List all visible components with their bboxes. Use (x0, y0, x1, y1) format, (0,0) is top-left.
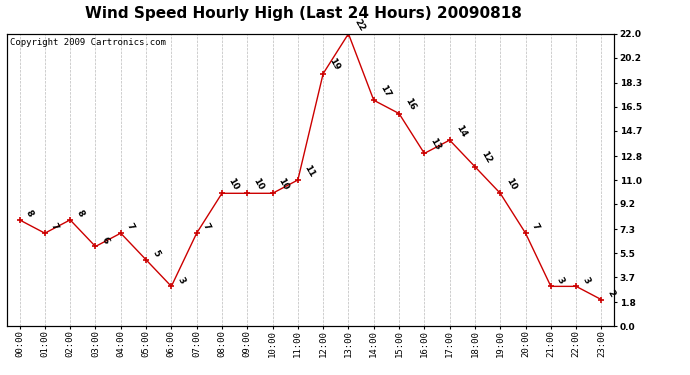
Text: 14: 14 (454, 123, 468, 139)
Text: 3: 3 (175, 275, 186, 285)
Text: 10: 10 (226, 177, 240, 192)
Text: Copyright 2009 Cartronics.com: Copyright 2009 Cartronics.com (10, 38, 166, 47)
Text: 2: 2 (606, 288, 617, 298)
Text: 17: 17 (378, 83, 392, 99)
Text: 10: 10 (504, 177, 518, 192)
Text: 8: 8 (23, 209, 34, 219)
Text: 10: 10 (277, 177, 290, 192)
Text: 13: 13 (428, 137, 442, 152)
Text: 11: 11 (302, 163, 316, 178)
Text: 3: 3 (580, 275, 591, 285)
Text: 7: 7 (530, 222, 541, 232)
Text: 7: 7 (201, 222, 212, 232)
Text: 3: 3 (555, 275, 566, 285)
Text: 19: 19 (327, 57, 342, 72)
Text: 8: 8 (75, 209, 86, 219)
Text: 5: 5 (150, 249, 161, 258)
Text: 6: 6 (99, 235, 110, 245)
Text: 7: 7 (125, 222, 136, 232)
Text: 10: 10 (251, 177, 266, 192)
Text: 22: 22 (353, 17, 366, 32)
Text: 7: 7 (49, 222, 60, 232)
Text: 12: 12 (479, 150, 493, 165)
Text: 16: 16 (403, 97, 417, 112)
Text: Wind Speed Hourly High (Last 24 Hours) 20090818: Wind Speed Hourly High (Last 24 Hours) 2… (85, 6, 522, 21)
